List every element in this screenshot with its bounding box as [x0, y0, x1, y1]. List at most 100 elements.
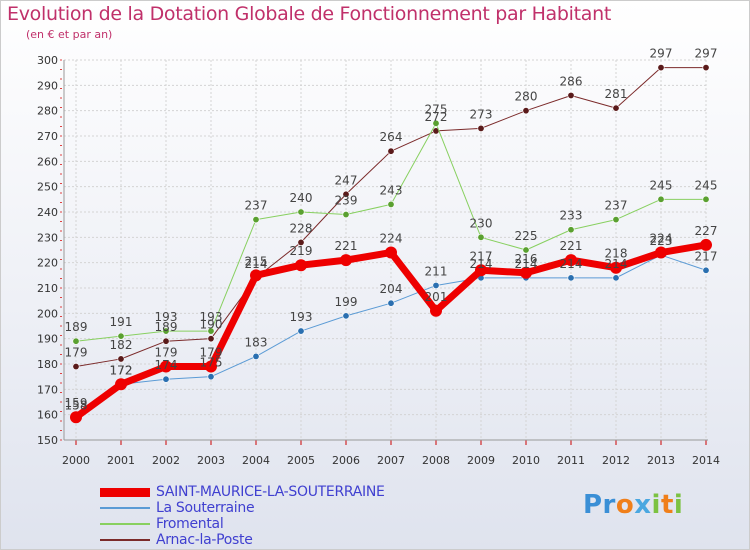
data-label: 227	[695, 224, 718, 238]
data-point	[207, 335, 215, 343]
x-tick-label: 2005	[287, 454, 315, 467]
data-point	[520, 266, 532, 279]
data-label: 297	[695, 47, 718, 61]
data-label: 218	[605, 247, 628, 261]
data-point	[205, 360, 217, 373]
data-point	[477, 124, 485, 132]
data-label: 172	[110, 363, 133, 377]
legend-item-la-souterraine: La Souterraine	[100, 500, 255, 516]
data-label: 221	[335, 239, 358, 253]
data-label: 224	[650, 232, 673, 246]
data-point	[387, 299, 395, 307]
x-tick-label: 2001	[107, 454, 135, 467]
data-point	[612, 274, 620, 282]
legend-label: SAINT-MAURICE-LA-SOUTERRAINE	[156, 484, 385, 500]
legend-label: La Souterraine	[156, 500, 255, 516]
data-point	[385, 246, 397, 259]
legend-item-saint-maurice: SAINT-MAURICE-LA-SOUTERRAINE	[100, 484, 385, 500]
data-point	[342, 312, 350, 320]
data-label: 193	[200, 310, 223, 324]
data-point	[162, 327, 170, 335]
data-label: 239	[335, 194, 358, 208]
logo-letter: i	[651, 490, 661, 520]
data-label: 159	[65, 396, 88, 410]
data-point	[702, 266, 710, 274]
x-tick-label: 2003	[197, 454, 225, 467]
data-point	[340, 254, 352, 267]
data-label: 272	[425, 110, 448, 124]
legend-label: Arnac-la-Poste	[156, 532, 253, 548]
data-point	[655, 246, 667, 259]
data-label: 214	[560, 257, 583, 271]
data-label: 182	[110, 338, 133, 352]
legend-label: Fromental	[156, 516, 224, 532]
data-label: 243	[380, 183, 403, 197]
data-point	[342, 190, 350, 198]
data-point	[117, 332, 125, 340]
data-point	[522, 246, 530, 254]
data-label: 280	[515, 90, 538, 104]
proxiti-logo: Proxiti	[583, 490, 683, 520]
data-point	[297, 327, 305, 335]
data-label: 216	[515, 252, 538, 266]
data-label: 193	[290, 310, 313, 324]
data-point	[702, 195, 710, 203]
data-point	[432, 281, 440, 289]
data-label: 183	[245, 335, 268, 349]
data-label: 247	[335, 173, 358, 187]
data-label: 245	[650, 178, 673, 192]
data-point	[297, 208, 305, 216]
data-label: 204	[380, 282, 403, 296]
logo-letter: i	[673, 490, 684, 520]
legend-item-fromental: Fromental	[100, 516, 224, 532]
data-point	[252, 216, 260, 224]
x-tick-label: 2000	[62, 454, 90, 467]
data-label: 221	[560, 239, 583, 253]
data-label: 175	[200, 356, 223, 370]
data-label: 172	[110, 363, 133, 377]
data-point	[565, 254, 577, 267]
y-tick-label: 210	[37, 282, 58, 295]
data-point	[387, 147, 395, 155]
data-point	[207, 327, 215, 335]
data-point	[387, 200, 395, 208]
data-point	[700, 238, 712, 251]
data-point	[115, 378, 127, 391]
x-tick-label: 2004	[242, 454, 270, 467]
y-tick-label: 250	[37, 181, 58, 194]
data-point	[475, 264, 487, 277]
data-label: 179	[155, 346, 178, 360]
data-point	[612, 104, 620, 112]
data-label: 228	[290, 221, 313, 235]
data-point	[162, 337, 170, 345]
y-tick-label: 230	[37, 231, 58, 244]
data-label: 219	[290, 244, 313, 258]
y-tick-label: 200	[37, 307, 58, 320]
data-label: 199	[335, 295, 358, 309]
legend-swatch	[100, 487, 150, 497]
data-label: 214	[245, 257, 268, 271]
data-label: 217	[470, 249, 493, 263]
y-tick-label: 170	[37, 383, 58, 396]
data-point	[612, 216, 620, 224]
logo-letter: x	[634, 490, 652, 520]
data-label: 190	[200, 318, 223, 332]
data-point	[250, 269, 262, 282]
data-label: 215	[245, 254, 268, 268]
data-label: 189	[155, 320, 178, 334]
data-point	[567, 274, 575, 282]
data-label: 201	[425, 290, 448, 304]
legend-swatch	[100, 507, 150, 509]
chart-title: Evolution de la Dotation Globale de Fonc…	[7, 3, 612, 25]
data-label: 174	[155, 358, 178, 372]
data-label: 189	[65, 320, 88, 334]
y-tick-label: 180	[37, 358, 58, 371]
y-tick-label: 290	[37, 79, 58, 92]
data-point	[657, 64, 665, 72]
x-tick-label: 2014	[692, 454, 720, 467]
data-label: 297	[650, 47, 673, 61]
data-point	[72, 363, 80, 371]
data-label: 217	[695, 249, 718, 263]
y-tick-label: 280	[37, 105, 58, 118]
